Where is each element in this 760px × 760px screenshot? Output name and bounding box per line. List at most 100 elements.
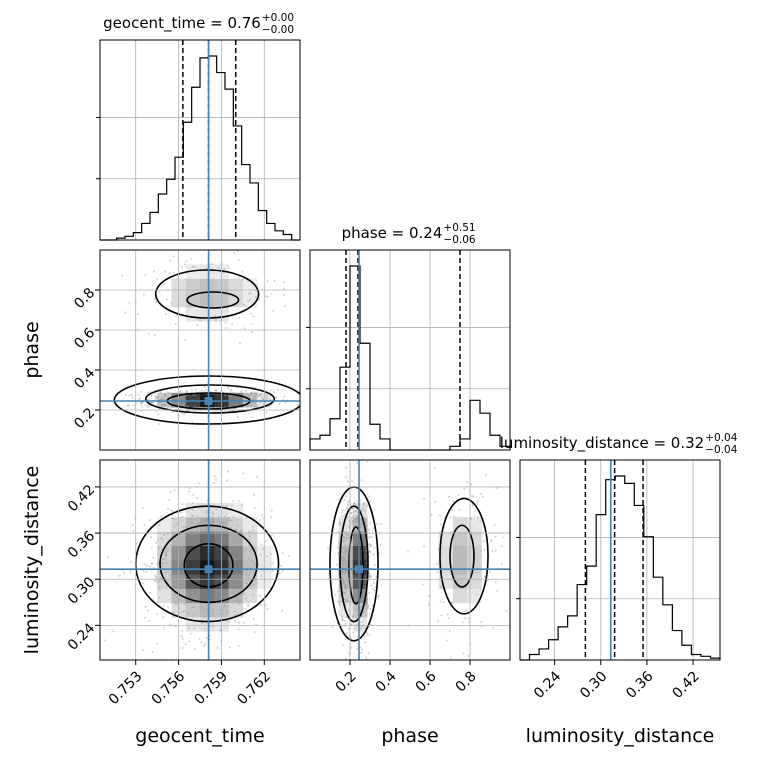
sample-point [362, 611, 365, 614]
sample-point [502, 536, 505, 539]
sample-point [176, 598, 179, 601]
title-text: luminosity_distance = 0.32 [500, 434, 704, 453]
sample-point [368, 535, 371, 538]
density-cell [185, 560, 201, 575]
sample-point [352, 502, 355, 505]
sample-point [156, 581, 159, 584]
sample-point [157, 546, 160, 549]
contour-line [339, 505, 369, 623]
panel-gutters [99, 249, 511, 661]
sample-point [364, 604, 367, 607]
sample-point [250, 404, 253, 407]
sample-point [331, 626, 334, 629]
sample-point [370, 584, 373, 587]
sample-point [156, 395, 159, 398]
sample-point [437, 548, 440, 551]
sample-point [423, 497, 426, 500]
sample-point [223, 605, 226, 608]
sample-point [352, 635, 355, 638]
sample-point [244, 394, 247, 397]
sample-point [374, 586, 377, 589]
sample-point [168, 272, 171, 275]
sample-point [342, 582, 345, 585]
sample-point [165, 554, 168, 557]
sample-point [352, 614, 355, 617]
y-tick-label: 0.24 [65, 620, 98, 653]
scatter-panel-geocent_time-phase [100, 250, 300, 450]
sample-point [235, 528, 238, 531]
sample-point [250, 392, 253, 395]
sample-point [141, 582, 144, 585]
sample-point [235, 599, 238, 602]
sample-point [189, 632, 192, 635]
sample-point [278, 572, 281, 575]
sample-point [281, 552, 284, 555]
sample-point [270, 509, 273, 512]
sample-point [269, 389, 272, 392]
sample-point [344, 544, 347, 547]
sample-point [161, 404, 164, 407]
sample-point [246, 405, 249, 408]
panel-border [99, 39, 301, 241]
sample-point [156, 642, 159, 645]
sample-point [126, 404, 129, 407]
sample-point [203, 518, 206, 521]
sample-point [193, 627, 196, 630]
sample-point [199, 319, 202, 322]
sample-point [257, 394, 260, 397]
sample-point [344, 638, 347, 641]
sample-point [157, 402, 160, 405]
sample-point [203, 390, 206, 393]
sample-point [337, 498, 340, 501]
sample-point [253, 579, 256, 582]
x-tick-label: 0.4 [373, 668, 400, 695]
sample-point [246, 404, 249, 407]
hist-title-phase: phase = 0.24 +0.51−0.06 [342, 222, 476, 246]
sample-point [343, 619, 346, 622]
sample-point [281, 609, 284, 612]
sample-point [505, 609, 508, 612]
sample-point [165, 547, 168, 550]
sample-point [494, 549, 497, 552]
sample-point [205, 636, 208, 639]
sample-point [475, 593, 478, 596]
sample-point [162, 405, 165, 408]
y-tick-label: 0.36 [65, 528, 98, 561]
sample-point [337, 546, 340, 549]
sample-point [446, 613, 449, 616]
sample-point [343, 581, 346, 584]
sample-point [173, 611, 176, 614]
sample-point [118, 574, 121, 577]
sample-point [137, 553, 140, 556]
sample-point [148, 397, 151, 400]
sample-point [345, 466, 348, 469]
sample-point [348, 608, 351, 611]
sample-point [371, 604, 374, 607]
sample-point [337, 531, 340, 534]
sample-point [367, 651, 370, 654]
sample-point [335, 563, 338, 566]
sample-point [196, 515, 199, 518]
sample-point [183, 602, 186, 605]
sample-point [153, 297, 156, 300]
sample-point [341, 618, 344, 621]
sample-point [226, 620, 229, 623]
sample-point [206, 267, 209, 270]
x-tick-label: 0.756 [149, 668, 189, 708]
sample-point [346, 533, 349, 536]
sample-point [187, 611, 190, 614]
sample-point [338, 601, 341, 604]
sample-point [191, 508, 194, 511]
sample-point [373, 589, 376, 592]
sample-point [252, 583, 255, 586]
sample-point [175, 314, 178, 317]
sample-point [273, 391, 276, 394]
sample-point [154, 574, 157, 577]
sample-point [225, 505, 228, 508]
sample-point [371, 529, 374, 532]
sample-point [232, 407, 235, 410]
sample-point [344, 587, 347, 590]
sample-point [344, 657, 347, 660]
sample-point [344, 509, 347, 512]
